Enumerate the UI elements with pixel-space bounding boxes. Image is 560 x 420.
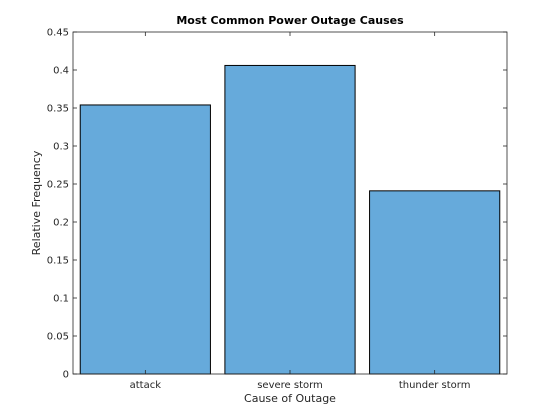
y-tick-label: 0.2 xyxy=(53,218,69,229)
bar-attack xyxy=(79,104,211,375)
x-axis: attack severe storm thunder storm xyxy=(130,32,471,391)
y-tick-label: 0.15 xyxy=(47,256,69,267)
chart-title: Most Common Power Outage Causes xyxy=(176,14,404,27)
bars-group xyxy=(79,64,501,375)
y-tick-label: 0.45 xyxy=(47,28,69,39)
x-tick-label: attack xyxy=(130,380,162,391)
x-tick-label: severe storm xyxy=(257,380,323,391)
y-tick-label: 0.4 xyxy=(53,66,69,77)
y-axis: 0 0.05 0.1 0.15 0.2 0.25 0.3 0.35 0.4 0.45 xyxy=(47,28,507,381)
x-axis-label: Cause of Outage xyxy=(244,392,336,405)
y-axis-label: Relative Frequency xyxy=(30,150,43,255)
x-tick-label: thunder storm xyxy=(399,380,471,391)
y-tick-label: 0.05 xyxy=(47,332,69,343)
y-tick-label: 0.1 xyxy=(53,294,69,305)
y-tick-label: 0.3 xyxy=(53,142,69,153)
y-tick-label: 0 xyxy=(63,370,69,381)
bar-thunder-storm xyxy=(369,190,501,375)
bar-severe-storm xyxy=(224,64,356,375)
y-tick-label: 0.25 xyxy=(47,180,69,191)
y-tick-label: 0.35 xyxy=(47,104,69,115)
